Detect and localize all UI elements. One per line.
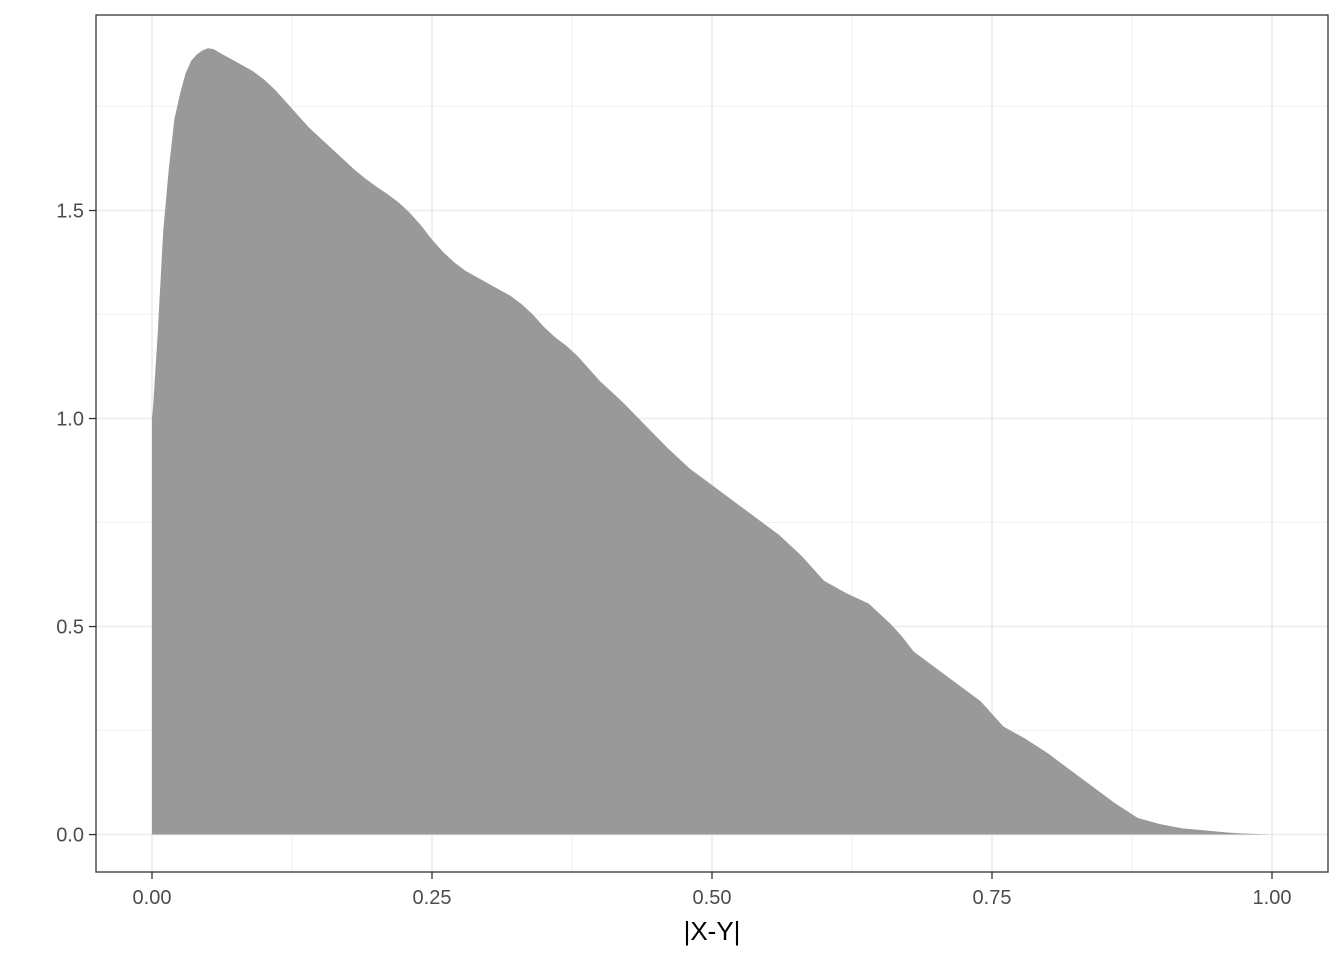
density-area-layer: [152, 48, 1272, 835]
density-area: [152, 48, 1272, 835]
y-axis: 0.0 0.5 1.0 1.5: [56, 201, 96, 847]
x-axis: 0.00 0.25 0.50 0.75 1.00: [133, 872, 1292, 909]
x-tick-label: 0.25: [413, 887, 452, 909]
y-tick-label: 1.5: [56, 201, 84, 223]
x-axis-title: |X-Y|: [684, 916, 741, 946]
y-tick-label: 0.0: [56, 825, 84, 847]
y-tick-label: 1.0: [56, 409, 84, 431]
x-tick-label: 0.00: [133, 887, 172, 909]
x-tick-label: 0.50: [693, 887, 732, 909]
y-tick-label: 0.5: [56, 617, 84, 639]
x-tick-label: 1.00: [1253, 887, 1292, 909]
x-tick-label: 0.75: [973, 887, 1012, 909]
